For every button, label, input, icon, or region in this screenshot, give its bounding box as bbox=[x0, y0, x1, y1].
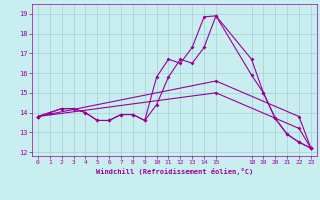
X-axis label: Windchill (Refroidissement éolien,°C): Windchill (Refroidissement éolien,°C) bbox=[96, 168, 253, 175]
